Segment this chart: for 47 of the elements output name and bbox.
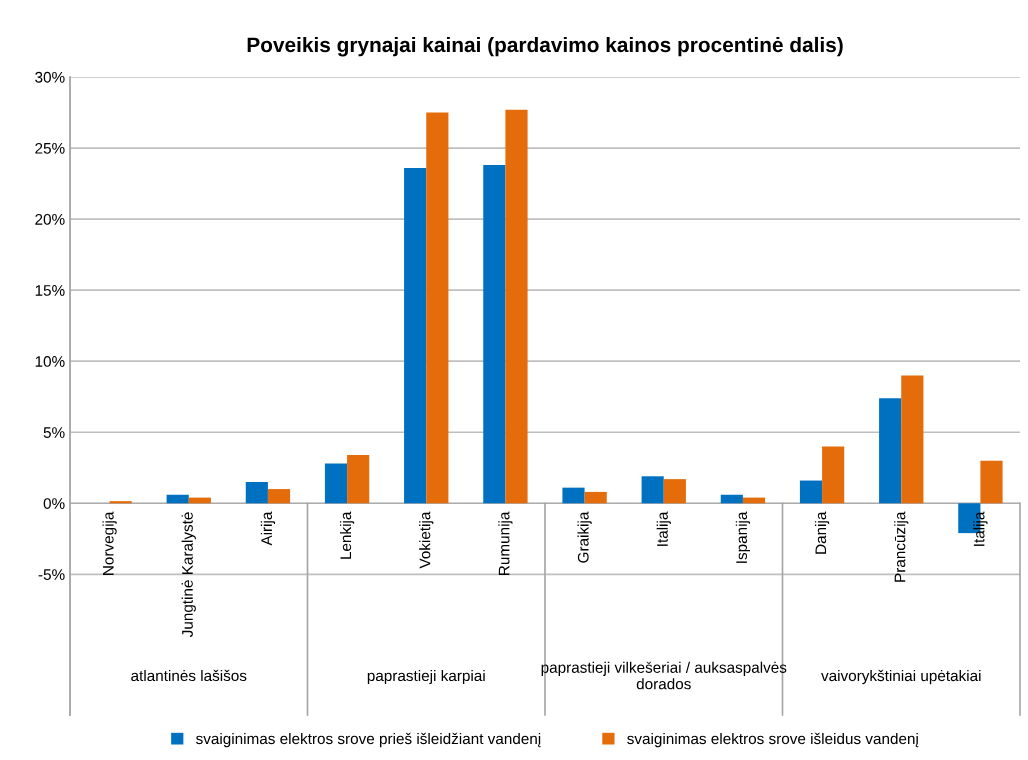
- bar: [267, 489, 291, 504]
- y-tick-label: 25%: [35, 142, 65, 154]
- y-tick-label: 0%: [43, 498, 65, 509]
- y-tick-label: 5%: [43, 427, 65, 438]
- bar: [109, 501, 132, 504]
- bar: [166, 494, 189, 504]
- bar: [245, 481, 268, 504]
- bar: [980, 460, 1003, 504]
- bar: [324, 463, 348, 504]
- y-tick-label: 15%: [35, 285, 65, 296]
- bar: [799, 480, 823, 504]
- annotation: vaivorykštiniai upėtakiai: [821, 669, 981, 685]
- x-tick-label: Danija: [814, 511, 830, 554]
- bar: [720, 494, 743, 504]
- bar: [822, 446, 845, 504]
- bar: [901, 375, 924, 504]
- annotation: atlantinės lašišos: [131, 669, 247, 682]
- bar: [641, 476, 664, 504]
- chart-title: Poveikis grynajai kainai (pardavimo kainos procentinė dalis): [247, 36, 843, 57]
- x-tick-label: Airija: [260, 511, 276, 546]
- annotation: paprastieji vilkešeriai / auksaspalvės dorados: [541, 661, 787, 690]
- x-tick-label: Jungtinė Karalystė: [181, 512, 196, 638]
- x-tick-label: Ispanija: [735, 511, 751, 563]
- x-tick-label: Prancūzija: [894, 511, 909, 582]
- legend-label: svaiginimas elektros srove išleidus vandenį: [627, 732, 919, 748]
- x-tick-label: Vokietija: [419, 511, 434, 569]
- y-tick-label: 20%: [35, 213, 65, 225]
- x-tick-label: Norvegija: [102, 511, 117, 575]
- annotation: paprastieji karpiai: [367, 669, 485, 685]
- legend-label: svaiginimas elektros srove prieš išleidžiant vandenį: [196, 732, 541, 748]
- x-tick-label: Rumunija: [498, 511, 513, 575]
- bar: [483, 165, 506, 504]
- bar: [426, 112, 449, 504]
- bar: [404, 167, 427, 504]
- bar: [347, 454, 370, 504]
- y-tick-label: 30%: [35, 71, 65, 83]
- x-tick-label: Graikija: [577, 511, 592, 563]
- bar: [879, 398, 902, 504]
- y-tick-label: 10%: [35, 356, 65, 367]
- x-tick-label: Italija: [656, 511, 671, 546]
- bar: [663, 479, 686, 504]
- bar: [505, 109, 528, 504]
- x-tick-label: Lenkija: [339, 511, 355, 559]
- bar: [584, 491, 607, 504]
- bar: [562, 487, 585, 504]
- x-tick-label: Italija: [973, 511, 988, 546]
- y-tick-label: -5%: [38, 569, 65, 581]
